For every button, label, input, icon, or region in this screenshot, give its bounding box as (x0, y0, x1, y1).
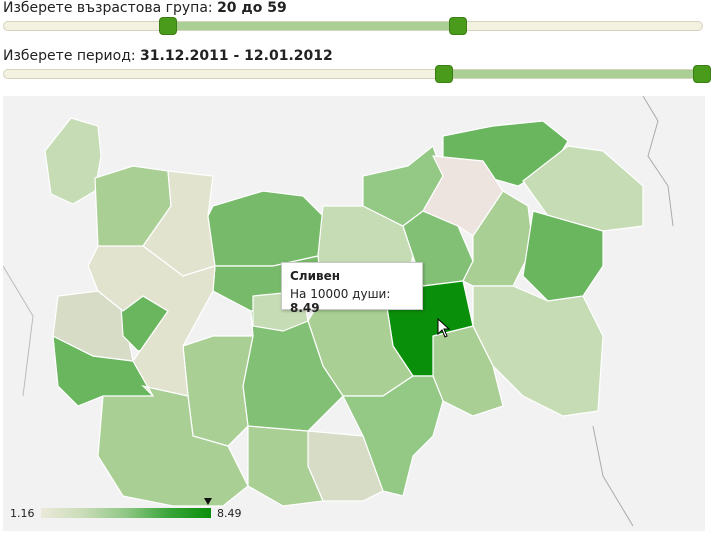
period-value: 31.12.2011 - 12.01.2012 (140, 48, 333, 64)
period-slider-range (443, 70, 702, 78)
region-sofia-oblast[interactable] (87, 245, 216, 397)
age-group-slider-low-handle[interactable] (159, 17, 178, 35)
tooltip-metric-value: 8.49 (290, 301, 320, 315)
age-group-value: 20 до 59 (217, 0, 287, 16)
choropleth-map[interactable] (3, 96, 705, 531)
age-group-slider-high-handle[interactable] (448, 17, 467, 35)
period-label-text: Изберете период: (3, 48, 141, 64)
age-group-label-text: Изберете възрастова група: (3, 0, 218, 16)
region-vidin[interactable] (44, 117, 102, 205)
tooltip-region-name: Сливен (290, 269, 341, 283)
tooltip-metric: На 10000 души: 8.49 (290, 287, 414, 315)
region-targovishte[interactable] (422, 155, 504, 237)
legend-min-value: 1.16 (10, 507, 35, 520)
region-pazardzhik[interactable] (182, 335, 254, 447)
period-label: Изберете период: 31.12.2011 - 12.01.2012 (3, 48, 333, 64)
border-line-southeast (592, 425, 634, 527)
age-group-slider[interactable] (3, 17, 703, 35)
region-tooltip: Сливен На 10000 души: 8.49 (281, 262, 423, 315)
legend-color-bar (41, 508, 211, 518)
legend-max-value: 8.49 (217, 507, 242, 520)
region-pleven[interactable] (207, 190, 324, 267)
map-svg (3, 96, 674, 527)
period-slider-low-handle[interactable] (434, 65, 453, 83)
age-group-label: Изберете възрастова група: 20 до 59 (3, 0, 287, 16)
mouse-cursor-icon (437, 318, 451, 338)
period-slider-high-handle[interactable] (693, 65, 711, 83)
period-slider[interactable] (3, 65, 711, 83)
border-line-west (3, 265, 34, 397)
tooltip-metric-label: На 10000 души: (290, 287, 391, 301)
age-group-slider-range (168, 22, 458, 30)
legend-marker-icon (204, 498, 212, 505)
border-line-northeast (642, 96, 674, 227)
